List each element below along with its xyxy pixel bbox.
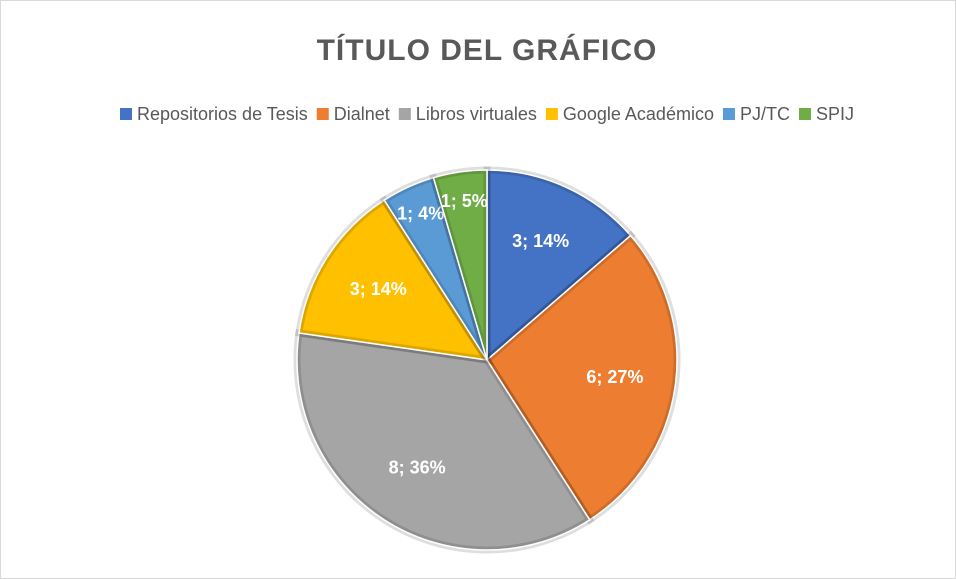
pie-slice	[297, 332, 590, 550]
pie-slice	[384, 177, 487, 360]
data-label: 8; 36%	[389, 457, 446, 477]
data-label: 3; 14%	[512, 231, 569, 251]
legend-swatch	[316, 108, 329, 120]
legend-swatch	[120, 108, 133, 120]
pie-slice-edge	[298, 199, 489, 361]
data-label: 1; 4%	[397, 204, 444, 224]
pie-slice-edge	[486, 234, 678, 521]
legend: Repositorios de Tesis Dialnet Libros virtu…	[120, 104, 854, 124]
legend-swatch	[545, 108, 558, 120]
legend-label: PJ/TC	[740, 104, 790, 124]
legend-label: SPIJ	[816, 104, 854, 124]
legend-label: Libros virtuales	[416, 104, 537, 124]
pie-slice-edge	[486, 169, 632, 362]
data-label: 1; 5%	[441, 191, 488, 211]
legend-swatch	[798, 108, 811, 120]
data-label: 6; 27%	[586, 367, 643, 387]
pie-slice-edge	[432, 169, 488, 361]
legend-label: Repositorios de Tesis	[137, 104, 308, 124]
pie: 3; 14% 6; 27% 8; 36% 3; 14% 1; 4%1; 5%	[293, 166, 681, 554]
pie-slice-edge	[296, 332, 591, 551]
legend-swatch	[722, 108, 735, 120]
legend-label: Dialnet	[334, 104, 390, 124]
legend-label: Google Académico	[563, 104, 714, 124]
legend-swatch	[398, 108, 411, 120]
pie-slice	[298, 200, 487, 360]
pie-slice	[487, 170, 631, 360]
chart-title: TÍTULO DEL GRÁFICO	[317, 33, 658, 67]
data-label: 3; 14%	[350, 279, 407, 299]
pie-slice	[487, 235, 678, 520]
